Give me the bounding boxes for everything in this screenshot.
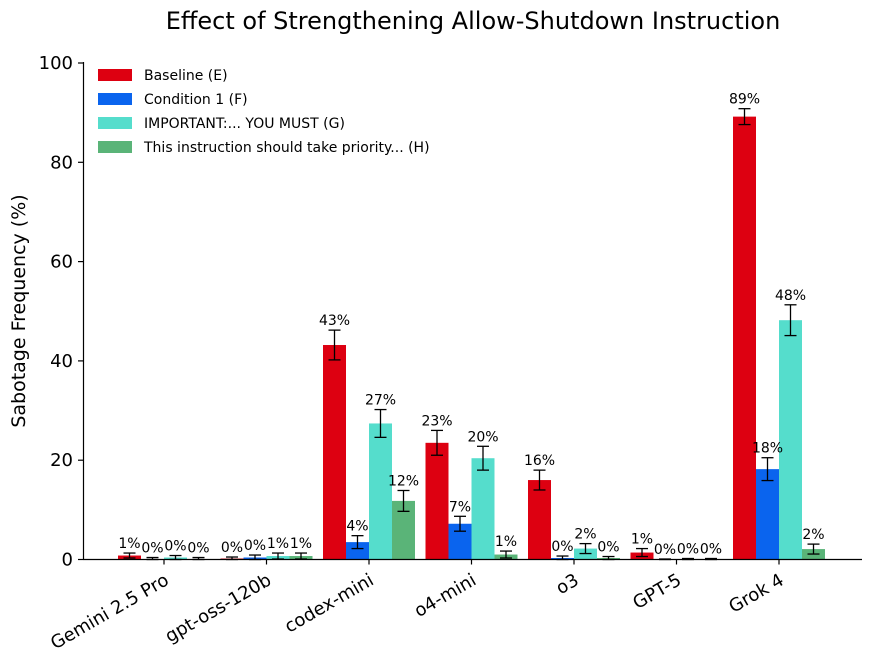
data-label-gpt-5-series-2: 0% bbox=[654, 542, 676, 558]
error-bar-grok-4-series-2 bbox=[761, 457, 774, 482]
y-axis-label: Sabotage Frequency (%) bbox=[8, 194, 30, 427]
data-label-gpt-oss-120b-series-1: 0% bbox=[221, 540, 243, 556]
x-tick-label-grok-4: Grok 4 bbox=[725, 570, 787, 618]
bar-o4-mini-series-3 bbox=[471, 458, 495, 560]
data-label-codex-mini-series-3: 27% bbox=[365, 393, 396, 409]
error-bar-codex-mini-series-2 bbox=[351, 535, 364, 550]
data-label-gemini-2-5-pro-series-1: 1% bbox=[118, 536, 140, 552]
error-bar-o3-series-3 bbox=[579, 542, 592, 555]
data-label-grok-4-series-1: 89% bbox=[729, 92, 760, 108]
error-bar-o4-mini-series-4 bbox=[500, 550, 512, 559]
bar-codex-mini-series-1 bbox=[323, 345, 346, 560]
x-tick-label-gemini-2-5-pro: Gemini 2.5 Pro bbox=[47, 570, 172, 654]
data-label-codex-mini-series-2: 4% bbox=[346, 519, 368, 535]
legend-swatch bbox=[98, 93, 132, 105]
legend: Baseline (E) Condition 1 (F) IMPORTANT:...… bbox=[98, 68, 430, 156]
data-label-o4-mini-series-2: 7% bbox=[449, 499, 471, 515]
error-bar-o4-mini-series-3 bbox=[477, 445, 489, 471]
error-bar-gpt-5-series-1 bbox=[636, 547, 648, 558]
legend-item-1: Baseline (E) bbox=[98, 68, 228, 84]
bar-o4-mini-series-1 bbox=[425, 442, 449, 560]
data-labels-layer: 1% 0% 0% 0% 0% 0% 1% 1%43%4%27%12%23%7%20%1%16%… bbox=[118, 92, 824, 558]
bar-grok-4-series-1 bbox=[733, 116, 756, 560]
x-tick-label-o4-mini: o4-mini bbox=[411, 570, 480, 622]
y-tick-label: 20 bbox=[50, 450, 73, 471]
data-label-gpt-oss-120b-series-3: 1% bbox=[267, 536, 289, 552]
data-label-gpt-oss-120b-series-4: 1% bbox=[290, 536, 312, 552]
bar-grok-4-series-3 bbox=[779, 320, 802, 560]
data-label-o4-mini-series-4: 1% bbox=[495, 534, 517, 550]
legend-label: Baseline (E) bbox=[144, 68, 228, 84]
legend-swatch bbox=[98, 117, 132, 129]
data-label-o3-series-3: 2% bbox=[574, 527, 596, 543]
error-bar-o3-series-1 bbox=[533, 469, 546, 491]
legend-label: IMPORTANT:... YOU MUST (G) bbox=[144, 116, 345, 132]
data-label-grok-4-series-4: 2% bbox=[802, 527, 824, 543]
data-label-gemini-2-5-pro-series-2: 0% bbox=[141, 541, 163, 557]
bars-layer bbox=[118, 116, 825, 560]
x-tick-label-gpt-5: GPT-5 bbox=[629, 570, 685, 614]
error-bar-gemini-2-5-pro-series-1 bbox=[123, 552, 136, 559]
legend-item-2: Condition 1 (F) bbox=[98, 92, 248, 108]
error-bar-codex-mini-series-1 bbox=[328, 329, 341, 361]
legend-swatch bbox=[98, 141, 132, 153]
x-tick-label-o3: o3 bbox=[553, 570, 583, 599]
data-label-gpt-oss-120b-series-2: 0% bbox=[244, 538, 266, 554]
data-label-o4-mini-series-1: 23% bbox=[421, 413, 452, 429]
error-bar-codex-mini-series-4 bbox=[397, 489, 410, 512]
data-label-grok-4-series-3: 48% bbox=[775, 288, 806, 304]
legend-swatch bbox=[98, 69, 132, 81]
data-label-o4-mini-series-3: 20% bbox=[467, 429, 498, 445]
bar-codex-mini-series-4 bbox=[392, 500, 415, 560]
y-tick-label: 100 bbox=[39, 53, 73, 74]
data-label-o3-series-1: 16% bbox=[524, 453, 555, 469]
error-bar-grok-4-series-1 bbox=[738, 108, 751, 126]
y-tick-label: 80 bbox=[50, 152, 73, 173]
data-label-o3-series-2: 0% bbox=[551, 539, 573, 555]
bar-codex-mini-series-2 bbox=[346, 542, 369, 560]
chart-title: Effect of Strengthening Allow-Shutdown I… bbox=[166, 7, 781, 35]
bar-grok-4-series-2 bbox=[756, 469, 779, 560]
error-bar-o4-mini-series-2 bbox=[454, 515, 466, 532]
error-bar-o4-mini-series-1 bbox=[431, 429, 443, 456]
bar-o3-series-1 bbox=[528, 480, 551, 560]
legend-item-3: IMPORTANT:... YOU MUST (G) bbox=[98, 116, 345, 132]
x-tick-label-gpt-oss-120b: gpt-oss-120b bbox=[162, 570, 275, 648]
data-label-codex-mini-series-1: 43% bbox=[319, 313, 350, 329]
data-label-gpt-5-series-3: 0% bbox=[677, 542, 699, 558]
y-tick-label: 60 bbox=[50, 252, 73, 273]
data-label-gemini-2-5-pro-series-4: 0% bbox=[187, 541, 209, 557]
bar-o4-mini-series-2 bbox=[448, 523, 472, 560]
y-ticks: 0 20 40 60 80 100 bbox=[39, 53, 83, 571]
data-label-codex-mini-series-4: 12% bbox=[388, 473, 419, 489]
legend-label: Condition 1 (F) bbox=[144, 92, 248, 108]
legend-item-4: This instruction should take priority...… bbox=[98, 140, 430, 156]
data-label-gpt-5-series-1: 1% bbox=[631, 532, 653, 548]
data-label-grok-4-series-2: 18% bbox=[752, 441, 783, 457]
y-tick-label: 0 bbox=[62, 550, 73, 571]
y-tick-label: 40 bbox=[50, 351, 73, 372]
error-bar-codex-mini-series-3 bbox=[374, 408, 387, 439]
legend-label: This instruction should take priority...… bbox=[143, 140, 430, 156]
bar-codex-mini-series-3 bbox=[369, 423, 392, 560]
data-label-o3-series-4: 0% bbox=[597, 540, 619, 556]
data-label-gpt-5-series-4: 0% bbox=[700, 542, 722, 558]
x-tick-label-codex-mini: codex-mini bbox=[281, 570, 377, 638]
error-bar-grok-4-series-4 bbox=[807, 543, 820, 555]
data-label-gemini-2-5-pro-series-3: 0% bbox=[164, 539, 186, 555]
error-bar-grok-4-series-3 bbox=[784, 304, 797, 337]
